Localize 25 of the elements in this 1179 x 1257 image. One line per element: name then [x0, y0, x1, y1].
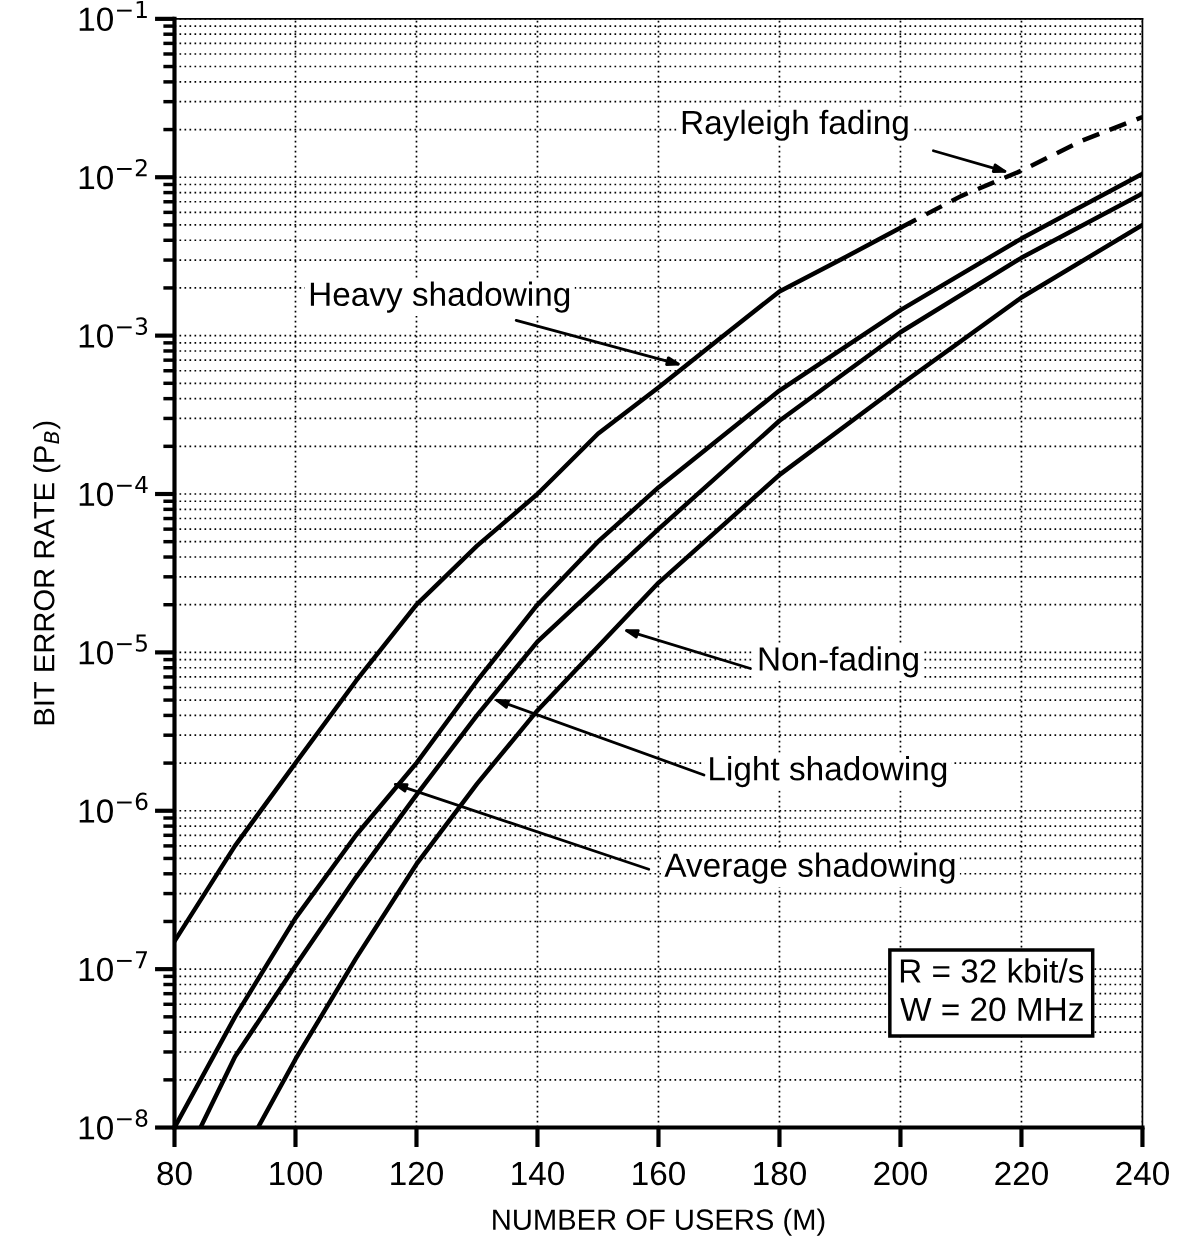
annotation: Average shadowing [664, 852, 955, 884]
y-tick-label: 10$^{−1}$ [79, 0, 147, 32]
y-tick-label: 10$^{−6}$ [79, 792, 148, 823]
x-tick-label: 180 [754, 1161, 806, 1186]
annotation: Light shadowing [710, 756, 947, 788]
y-axis-title: BIT ERROR RATE (P$_{B}$) [33, 421, 61, 725]
x-tick-label: 220 [995, 1161, 1048, 1186]
x-tick-label: 140 [512, 1161, 564, 1186]
y-tick-label: 10$^{−7}$ [79, 951, 147, 982]
x-tick-label: 200 [874, 1161, 927, 1186]
x-tick-label: 120 [391, 1161, 443, 1186]
y-tick-label: 10$^{−8}$ [79, 1109, 148, 1140]
x-tick-label: 240 [1116, 1161, 1169, 1186]
y-tick-label: 10$^{−5}$ [79, 634, 147, 665]
x-tick-label: 100 [270, 1161, 322, 1186]
annotation: Rayleigh fading [682, 109, 908, 141]
y-tick-label: 10$^{−2}$ [79, 158, 147, 190]
annotation: Non-fading [759, 646, 918, 678]
y-tick-label: 10$^{−3}$ [79, 317, 148, 348]
annotation: Heavy shadowing [310, 281, 570, 313]
x-tick-label: 80 [157, 1161, 192, 1186]
x-tick-label: 160 [633, 1161, 685, 1186]
annotation: R = 32 kbit/s W = 20 MHz [900, 958, 1084, 1022]
x-axis-title: NUMBER OF USERS (M) [493, 1208, 825, 1236]
y-tick-label: 10$^{−4}$ [79, 476, 148, 507]
